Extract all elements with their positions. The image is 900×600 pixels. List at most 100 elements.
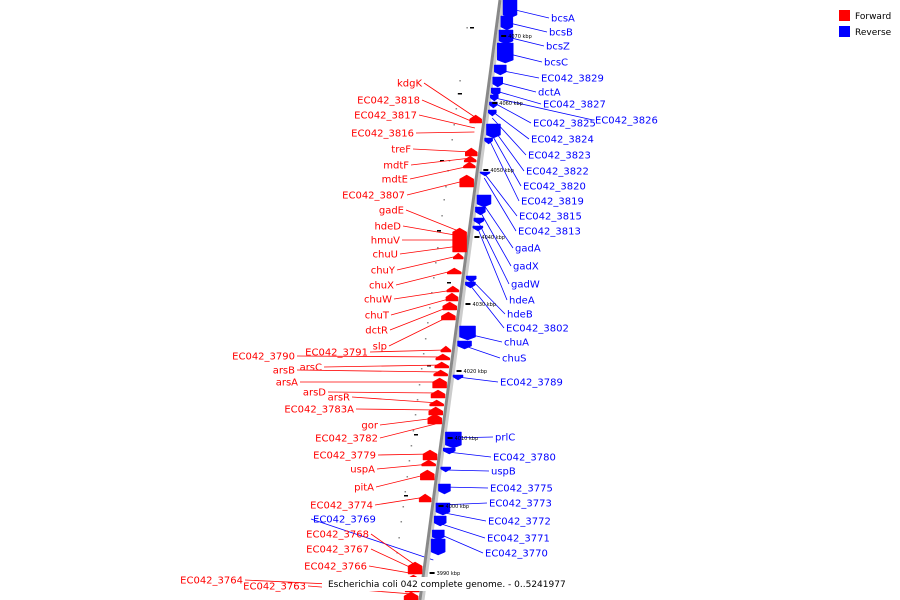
gene-label[interactable]: kdgK [397, 79, 422, 90]
reverse-gene-feature[interactable] [500, 15, 514, 31]
gene-label[interactable]: EC042_3827 [543, 100, 606, 111]
reverse-gene-feature[interactable] [440, 466, 451, 473]
gene-label[interactable]: arsD [303, 388, 326, 399]
reverse-gene-feature[interactable] [473, 217, 485, 225]
forward-gene-feature[interactable] [446, 285, 460, 293]
reverse-gene-feature[interactable] [443, 447, 456, 455]
reverse-gene-feature[interactable] [445, 431, 462, 449]
reverse-gene-feature[interactable] [457, 340, 472, 350]
gene-label[interactable]: chuS [502, 354, 527, 365]
gene-label[interactable]: EC042_3779 [313, 451, 376, 462]
forward-gene-feature[interactable] [403, 591, 419, 600]
gene-label[interactable]: bcsB [549, 28, 573, 39]
gene-label[interactable]: gor [361, 421, 378, 432]
gene-label[interactable]: prlC [495, 433, 515, 444]
gene-label[interactable]: chuW [364, 295, 392, 306]
reverse-gene-feature[interactable] [491, 87, 501, 97]
gene-label[interactable]: EC042_3766 [304, 562, 367, 573]
gene-label[interactable]: EC042_3826 [595, 116, 658, 127]
gene-label[interactable]: bcsC [544, 58, 568, 69]
gene-label[interactable]: EC042_3829 [541, 74, 604, 85]
gene-label[interactable]: EC042_3783A [284, 405, 354, 416]
gene-label[interactable]: EC042_3764 [180, 576, 243, 587]
gene-label[interactable]: EC042_3768 [306, 530, 369, 541]
gene-label[interactable]: EC042_3767 [306, 545, 369, 556]
gene-label[interactable]: EC042_3819 [521, 197, 584, 208]
gene-label[interactable]: pitA [354, 483, 374, 494]
reverse-gene-feature[interactable] [488, 109, 497, 117]
gene-label[interactable]: arsR [328, 393, 350, 404]
reverse-gene-feature[interactable] [484, 137, 493, 145]
forward-gene-feature[interactable] [427, 413, 443, 425]
gene-label[interactable]: EC042_3773 [489, 499, 552, 510]
forward-gene-feature[interactable] [421, 459, 436, 467]
gene-label[interactable]: EC042_3770 [485, 549, 548, 560]
gene-label[interactable]: EC042_3822 [526, 167, 589, 178]
forward-gene-feature[interactable] [435, 353, 451, 361]
forward-gene-feature[interactable] [447, 267, 462, 275]
reverse-gene-feature[interactable] [452, 374, 464, 381]
gene-label[interactable]: chuU [373, 250, 399, 261]
gene-label[interactable]: EC042_3824 [531, 135, 594, 146]
gene-label[interactable]: EC042_3813 [518, 227, 581, 238]
forward-gene-feature[interactable] [433, 369, 448, 377]
gene-label[interactable]: EC042_3802 [506, 324, 569, 335]
reverse-gene-feature[interactable] [479, 171, 491, 177]
forward-gene-feature[interactable] [463, 161, 476, 169]
forward-gene-feature[interactable] [428, 406, 443, 416]
gene-label[interactable]: treF [391, 145, 411, 156]
forward-gene-feature[interactable] [452, 227, 467, 253]
gene-label[interactable]: EC042_3782 [315, 434, 378, 445]
reverse-gene-feature[interactable] [486, 123, 501, 139]
gene-label[interactable]: EC042_3763 [243, 582, 306, 593]
gene-label[interactable]: EC042_3791 [305, 348, 368, 359]
gene-label[interactable]: EC042_3775 [490, 484, 553, 495]
forward-gene-feature[interactable] [418, 493, 432, 503]
gene-label[interactable]: EC042_3789 [500, 378, 563, 389]
reverse-gene-feature[interactable] [502, 0, 518, 19]
forward-gene-feature[interactable] [407, 561, 423, 575]
forward-gene-feature[interactable] [432, 377, 447, 389]
gene-label[interactable]: uspA [350, 465, 375, 476]
gene-label[interactable]: arsB [273, 366, 295, 377]
gene-label[interactable]: hdeB [507, 310, 533, 321]
gene-label[interactable]: EC042_3816 [351, 129, 414, 140]
forward-gene-feature[interactable] [459, 174, 474, 188]
gene-label[interactable]: EC042_3823 [528, 151, 591, 162]
forward-gene-feature[interactable] [463, 155, 477, 163]
forward-gene-feature[interactable] [422, 449, 438, 461]
forward-gene-feature[interactable] [453, 252, 464, 260]
gene-label[interactable]: hmuV [371, 236, 400, 247]
forward-gene-feature[interactable] [420, 469, 435, 481]
forward-gene-feature[interactable] [440, 345, 452, 353]
gene-label[interactable]: EC042_3815 [519, 212, 582, 223]
gene-label[interactable]: chuT [365, 311, 390, 322]
forward-gene-feature[interactable] [441, 311, 456, 321]
gene-label[interactable]: EC042_3807 [342, 191, 405, 202]
reverse-gene-feature[interactable] [476, 194, 492, 208]
reverse-gene-feature[interactable] [494, 64, 507, 76]
reverse-gene-feature[interactable] [430, 538, 446, 556]
forward-gene-feature[interactable] [429, 399, 444, 407]
reverse-gene-feature[interactable] [475, 206, 486, 216]
gene-label[interactable]: bcsZ [546, 42, 570, 53]
reverse-gene-feature[interactable] [438, 483, 451, 495]
gene-label[interactable]: mdtF [383, 161, 409, 172]
gene-label[interactable]: gadE [379, 206, 404, 217]
gene-label[interactable]: EC042_3769 [313, 515, 376, 526]
gene-label[interactable]: mdtE [382, 175, 408, 186]
gene-label[interactable]: gadX [513, 262, 539, 273]
reverse-gene-feature[interactable] [497, 42, 514, 64]
forward-gene-feature[interactable] [465, 147, 478, 157]
gene-label[interactable]: EC042_3772 [488, 517, 551, 528]
gene-label[interactable]: EC042_3780 [493, 453, 556, 464]
gene-label[interactable]: arsA [276, 378, 298, 389]
gene-label[interactable]: dctA [538, 88, 561, 99]
reverse-gene-feature[interactable] [465, 281, 476, 289]
gene-label[interactable]: EC042_3818 [357, 96, 420, 107]
reverse-gene-feature[interactable] [490, 94, 499, 102]
gene-label[interactable]: EC042_3820 [523, 182, 586, 193]
gene-label[interactable]: chuY [371, 266, 396, 277]
forward-gene-feature[interactable] [469, 114, 482, 124]
forward-gene-feature[interactable] [434, 361, 449, 369]
